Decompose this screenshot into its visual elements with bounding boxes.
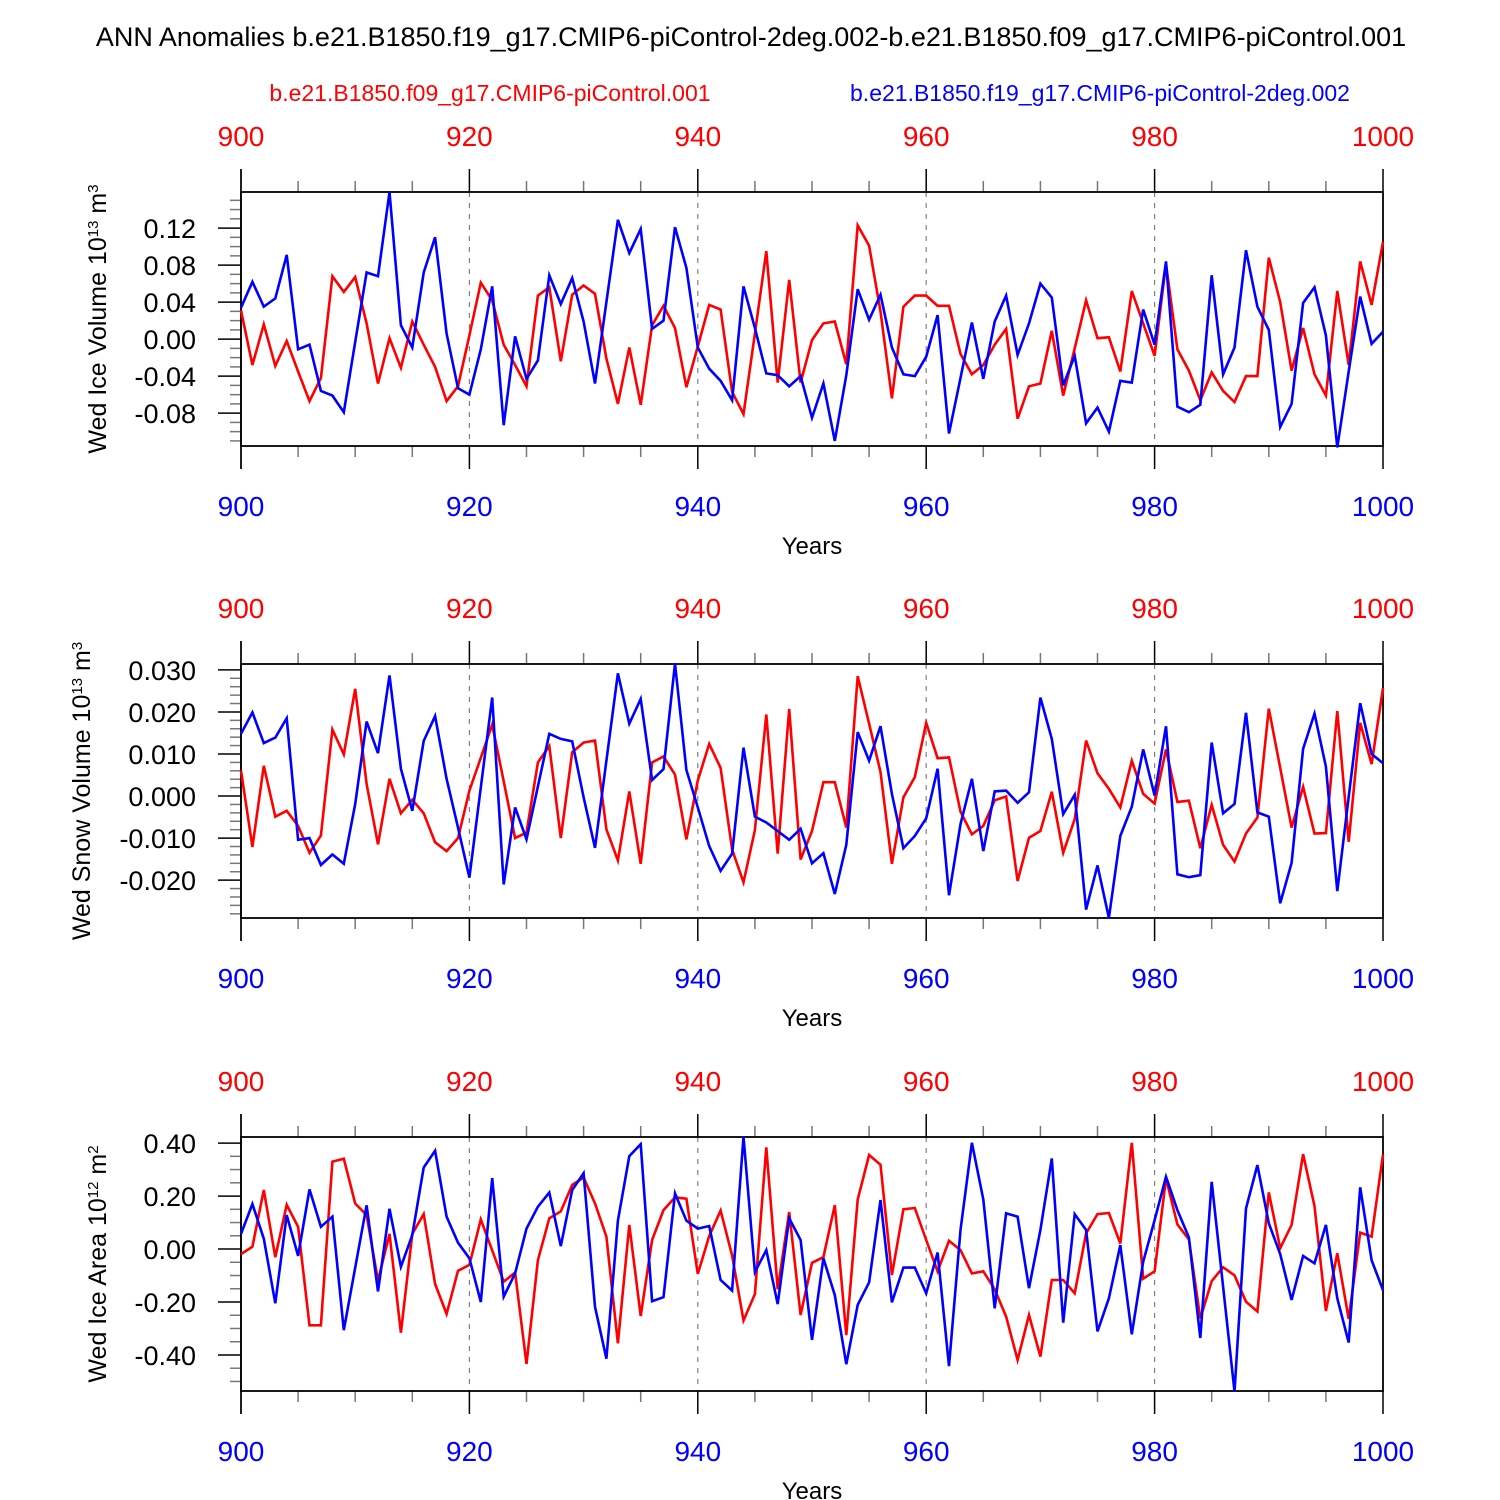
panel-2: 900 900 920 920 940 940 960 960 980 980 1000 1000 0.…	[68, 593, 1414, 1032]
y-tick-label: 0.20	[143, 1182, 196, 1212]
y-tick-label: -0.40	[134, 1341, 196, 1371]
bottom-x-tick-label: 980	[1131, 491, 1178, 522]
plot-frame	[240, 663, 1384, 919]
y-tick-label: -0.020	[119, 866, 196, 896]
top-x-tick-label: 920	[446, 593, 493, 624]
top-x-tick-label: 940	[674, 121, 721, 152]
bottom-x-tick-label: 900	[218, 491, 265, 522]
y-axis-title-unit-exp: 3	[69, 642, 86, 650]
bottom-x-tick-label: 900	[218, 1436, 265, 1467]
y-tick-label: 0.08	[143, 251, 196, 281]
y-axis-title-base: Wed Ice Area 10	[84, 1198, 112, 1382]
panel-1: 900 900 920 920 940 940 960 960 980 980 1000 1000 0.…	[84, 121, 1414, 560]
bottom-x-tick-label: 1000	[1352, 1436, 1414, 1467]
y-tick-label: 0.010	[128, 740, 196, 770]
y-tick-label: 0.020	[128, 698, 196, 728]
y-axis-title-exp: 13	[69, 678, 86, 695]
bottom-x-tick-label: 940	[674, 963, 721, 994]
bottom-x-tick-label: 900	[218, 963, 265, 994]
chart-title: ANN Anomalies b.e21.B1850.f19_g17.CMIP6-…	[96, 22, 1406, 52]
y-axis-title: Wed Ice Area 1012 m2	[84, 1145, 112, 1382]
y-axis-title: Wed Ice Volume 1013 m3	[84, 184, 112, 453]
legend-red-label: b.e21.B1850.f09_g17.CMIP6-piControl.001	[269, 80, 710, 106]
bottom-x-tick-label: 940	[674, 1436, 721, 1467]
x-axis-title: Years	[782, 533, 843, 560]
top-x-tick-label: 900	[218, 593, 265, 624]
y-tick-label: 0.030	[128, 656, 196, 686]
y-axis-title-unit: m	[84, 1154, 112, 1182]
y-tick-label: -0.04	[134, 362, 196, 392]
series-line-red	[239, 220, 1385, 420]
x-axis-title: Years	[782, 1005, 843, 1032]
top-x-tick-label: 940	[674, 593, 721, 624]
y-tick-label: 0.12	[143, 214, 196, 244]
y-tick-label: -0.010	[119, 824, 196, 854]
y-axis-title-base: Wed Snow Volume 10	[68, 695, 96, 941]
plot-frame	[240, 191, 1384, 447]
top-x-tick-label: 900	[218, 121, 265, 152]
x-axis-title: Years	[782, 1478, 843, 1500]
y-axis-title-unit-exp: 2	[85, 1145, 102, 1153]
top-x-tick-label: 960	[903, 121, 950, 152]
bottom-x-tick-label: 960	[903, 491, 950, 522]
bottom-x-tick-label: 940	[674, 491, 721, 522]
top-x-tick-label: 960	[903, 1066, 950, 1097]
y-axis-title-exp: 12	[85, 1182, 102, 1199]
top-x-tick-label: 900	[218, 1066, 265, 1097]
top-x-tick-label: 960	[903, 593, 950, 624]
top-x-tick-label: 920	[446, 1066, 493, 1097]
y-tick-label: 0.000	[128, 782, 196, 812]
y-axis-title-unit: m	[68, 650, 96, 678]
y-axis-title-exp: 13	[85, 221, 102, 238]
y-axis-title: Wed Snow Volume 1013 m3	[68, 642, 96, 940]
bottom-x-tick-label: 960	[903, 963, 950, 994]
bottom-x-tick-label: 920	[446, 963, 493, 994]
plot-frame	[240, 1136, 1384, 1392]
y-axis-title-base: Wed Ice Volume 10	[84, 237, 112, 453]
top-x-tick-label: 940	[674, 1066, 721, 1097]
top-x-tick-label: 1000	[1352, 1066, 1414, 1097]
top-x-tick-label: 980	[1131, 593, 1178, 624]
bottom-x-tick-label: 960	[903, 1436, 950, 1467]
y-tick-label: 0.00	[143, 325, 196, 355]
top-x-tick-label: 920	[446, 121, 493, 152]
bottom-x-tick-label: 920	[446, 1436, 493, 1467]
y-axis-title-unit: m	[84, 193, 112, 221]
top-x-tick-label: 980	[1131, 121, 1178, 152]
y-axis-title-unit-exp: 3	[85, 184, 102, 192]
bottom-x-tick-label: 920	[446, 491, 493, 522]
series-line-blue	[239, 1136, 1385, 1392]
panel-3: 900 900 920 920 940 940 960 960 980 980 1000 1000 0.…	[84, 1066, 1414, 1500]
top-x-tick-label: 1000	[1352, 121, 1414, 152]
series-line-blue	[239, 663, 1384, 919]
bottom-x-tick-label: 1000	[1352, 963, 1414, 994]
bottom-x-tick-label: 980	[1131, 1436, 1178, 1467]
series-line-blue	[239, 191, 1384, 448]
top-x-tick-label: 980	[1131, 1066, 1178, 1097]
bottom-x-tick-label: 980	[1131, 963, 1178, 994]
top-x-tick-label: 1000	[1352, 593, 1414, 624]
y-tick-label: -0.08	[134, 399, 196, 429]
y-tick-label: -0.20	[134, 1288, 196, 1318]
bottom-x-tick-label: 1000	[1352, 491, 1414, 522]
y-tick-label: 0.04	[143, 288, 196, 318]
series-line-red	[239, 675, 1385, 888]
y-tick-label: 0.00	[143, 1235, 196, 1265]
legend-blue-label: b.e21.B1850.f19_g17.CMIP6-piControl-2deg…	[850, 80, 1350, 106]
y-tick-label: 0.40	[143, 1129, 196, 1159]
